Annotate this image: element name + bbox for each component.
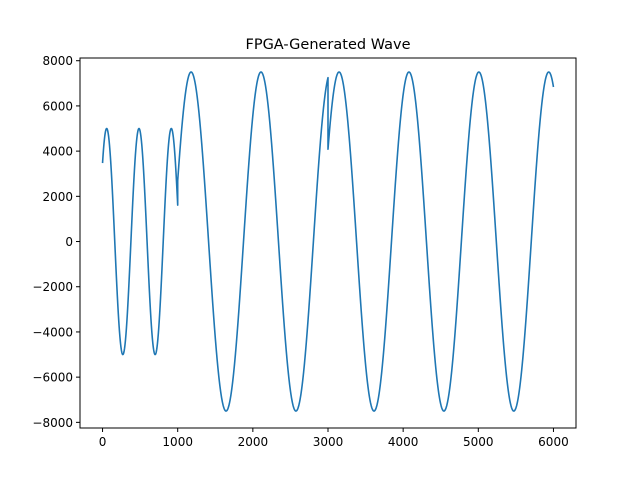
y-tick-label: −4000 <box>32 325 73 339</box>
x-tick-label: 4000 <box>388 435 419 449</box>
x-axis: 0 1000 2000 3000 4000 5000 6000 <box>99 428 569 449</box>
x-tick-label: 3000 <box>313 435 344 449</box>
chart-title: FPGA-Generated Wave <box>245 37 410 53</box>
y-tick-label: −8000 <box>32 416 73 430</box>
y-tick-label: 6000 <box>42 99 73 113</box>
x-tick-label: 6000 <box>538 435 569 449</box>
y-axis: −8000 −6000 −4000 −2000 0 2000 4000 6000 8000 <box>32 54 80 430</box>
y-tick-label: 4000 <box>42 145 73 159</box>
y-tick-label: −2000 <box>32 280 73 294</box>
x-tick-label: 0 <box>99 435 107 449</box>
y-tick-label: 8000 <box>42 54 73 68</box>
axes-frame <box>79 57 577 429</box>
wave-series-line <box>101 71 555 412</box>
y-tick-label: 2000 <box>42 190 73 204</box>
y-tick-label: 0 <box>65 235 73 249</box>
y-tick-label: −6000 <box>32 371 73 385</box>
x-tick-label: 2000 <box>238 435 269 449</box>
x-tick-label: 1000 <box>162 435 193 449</box>
x-tick-label: 5000 <box>463 435 494 449</box>
plot-area <box>101 71 555 412</box>
